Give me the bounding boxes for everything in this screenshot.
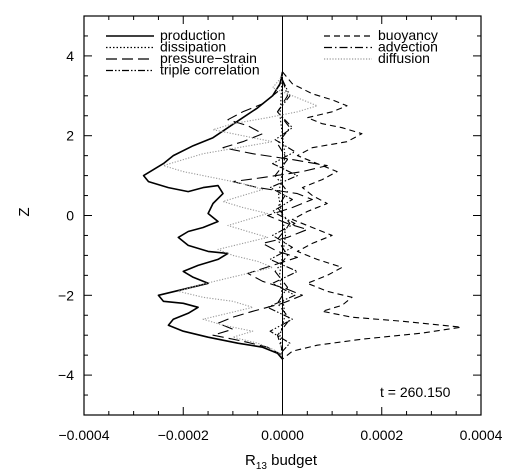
legend-item: advection [324, 39, 438, 55]
legend-item: dissipation [106, 39, 226, 55]
x-tick-label: 0.0004 [460, 427, 503, 443]
series-buoyancy [282, 71, 462, 360]
legend-label: diffusion [378, 50, 430, 66]
legend-label: production [160, 27, 225, 43]
x-tick-label: 0.0002 [360, 427, 403, 443]
plot-area [142, 16, 462, 415]
legend-label: buoyancy [378, 27, 438, 43]
y-tick-label: −2 [58, 287, 74, 303]
series-advection [274, 79, 291, 352]
y-tick-label: −4 [58, 367, 74, 383]
legend-label: advection [378, 39, 438, 55]
time-annotation: t = 260.150 [380, 384, 451, 400]
x-tick-label: −0.0004 [59, 427, 110, 443]
x-tick-label: −0.0002 [158, 427, 209, 443]
legend-item: triple correlation [106, 62, 260, 78]
legend-item: pressure−strain [106, 50, 257, 66]
y-axis-label: Z [16, 207, 33, 216]
axes: −0.0004 −0.0002 0.0000 0.0002 0.0004 −4 −2 0 2 4 [58, 15, 503, 443]
legend-item: diffusion [324, 50, 430, 66]
legend-label: pressure−strain [160, 50, 257, 66]
legend-label: dissipation [160, 39, 226, 55]
y-tick-label: 0 [66, 208, 74, 224]
series-dissipation [277, 71, 287, 360]
series-production [142, 71, 284, 360]
legend-item: buoyancy [324, 27, 438, 43]
legend-item: production [106, 27, 225, 43]
y-tick-label: 4 [66, 48, 74, 64]
legend: productiondissipationpressure−straintrip… [106, 27, 438, 78]
x-axis-label: R13 budget [245, 452, 318, 472]
series-diffusion [162, 75, 318, 356]
legend-label: triple correlation [160, 62, 260, 78]
series-triple-correlation [267, 79, 298, 352]
x-tick-label: 0.0000 [261, 427, 304, 443]
y-tick-label: 2 [66, 128, 74, 144]
